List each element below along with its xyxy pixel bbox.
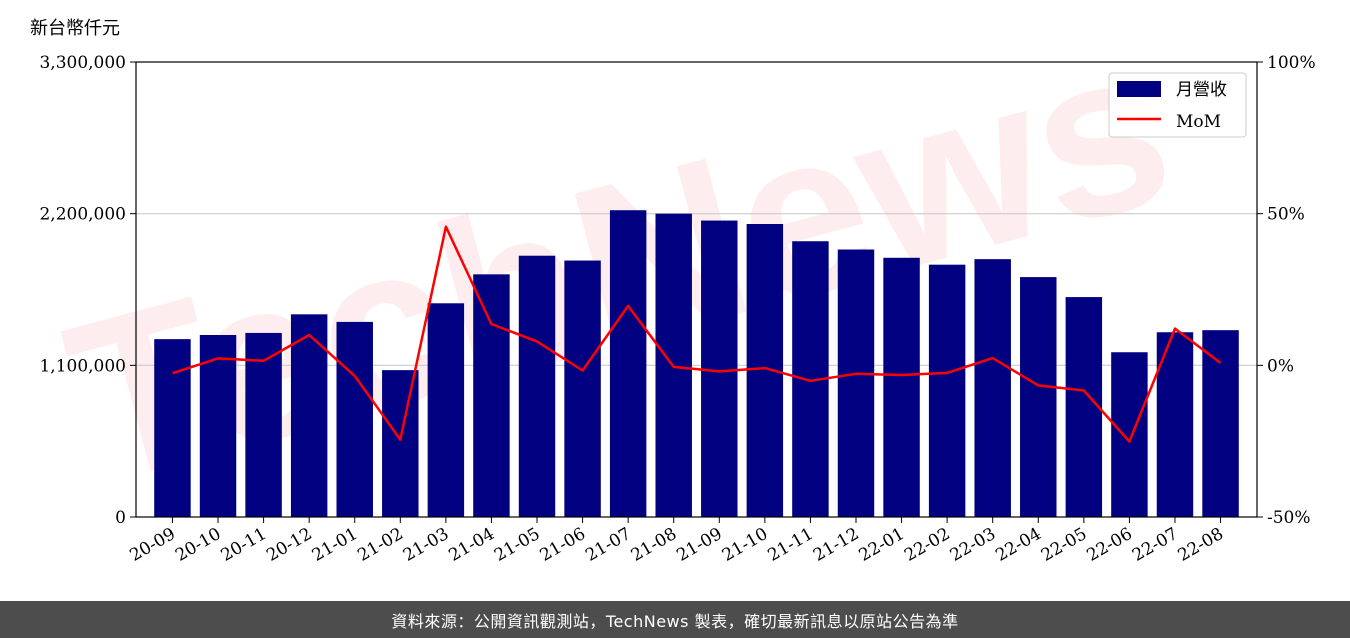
x-axis: 20-0920-1020-1120-1221-0121-0221-0321-04… — [127, 517, 1227, 566]
bar — [837, 249, 875, 518]
legend: 月營收 MoM — [1108, 72, 1247, 138]
bar-series — [154, 210, 1239, 518]
x-tick-label: 21-04 — [445, 524, 497, 566]
bar — [701, 220, 738, 517]
right-tick-label: 100% — [1267, 53, 1316, 73]
x-tick-label: 21-03 — [400, 524, 452, 566]
bar — [427, 303, 465, 517]
bar — [336, 321, 373, 517]
bar — [199, 335, 237, 517]
x-tick-label: 21-11 — [764, 524, 816, 566]
legend-label-mom: MoM — [1176, 112, 1221, 132]
left-tick-label: 0 — [115, 508, 126, 528]
footer-source-note: 資料來源：公開資訊觀測站，TechNews 製表，確切最新訊息以原站公告為準 — [0, 601, 1350, 638]
x-tick-label: 22-02 — [901, 524, 953, 566]
right-tick-label: 0% — [1267, 356, 1294, 376]
left-tick-label: 1,100,000 — [39, 356, 126, 376]
bar — [928, 264, 966, 517]
bar — [883, 257, 920, 517]
mom-line-series — [172, 225, 1222, 443]
x-tick-label: 21-09 — [673, 524, 725, 566]
x-tick-label: 20-09 — [127, 524, 179, 566]
x-tick-label: 20-12 — [263, 524, 315, 566]
bar — [609, 210, 647, 517]
bar — [1020, 277, 1057, 517]
x-tick-label: 21-08 — [628, 524, 680, 566]
x-tick-label: 22-05 — [1038, 524, 1090, 566]
bar — [245, 332, 282, 517]
x-tick-label: 21-02 — [354, 524, 406, 566]
bar — [518, 255, 556, 517]
x-tick-label: 22-08 — [1175, 524, 1227, 566]
bar — [1202, 330, 1239, 517]
left-tick-label: 2,200,000 — [39, 205, 126, 225]
x-tick-label: 22-03 — [947, 524, 999, 566]
bar — [1065, 297, 1103, 517]
bar — [382, 370, 419, 517]
legend-label-revenue: 月營收 — [1176, 80, 1227, 100]
bar — [473, 274, 510, 517]
x-tick-label: 22-06 — [1083, 524, 1135, 566]
left-y-axis: 0 1,100,000 2,200,000 3,300,000 — [39, 53, 136, 528]
bar — [290, 314, 328, 517]
x-tick-label: 20-10 — [172, 524, 224, 566]
y-axis-unit-label: 新台幣仟元 — [30, 18, 120, 39]
bar — [1111, 352, 1148, 517]
x-tick-label: 22-01 — [856, 524, 908, 566]
legend-bar-swatch — [1117, 81, 1161, 97]
x-tick-label: 21-07 — [582, 524, 634, 566]
x-tick-label: 21-06 — [537, 524, 589, 566]
x-tick-label: 22-07 — [1129, 524, 1181, 566]
bar — [154, 339, 191, 517]
right-y-axis: -50% 0% 50% 100% — [1257, 53, 1316, 528]
right-tick-label: -50% — [1267, 508, 1311, 528]
plot-frame — [135, 61, 1258, 518]
bar — [974, 259, 1011, 517]
x-tick-label: 21-12 — [810, 524, 862, 566]
left-tick-label: 3,300,000 — [39, 53, 126, 73]
x-tick-label: 21-05 — [491, 524, 543, 566]
x-tick-label: 21-10 — [719, 524, 771, 566]
x-tick-label: 20-11 — [218, 524, 270, 566]
x-tick-label: 21-01 — [309, 524, 361, 566]
right-tick-label: 50% — [1267, 205, 1305, 225]
mom-line — [172, 225, 1222, 443]
bar — [564, 260, 601, 517]
bar — [1156, 332, 1194, 517]
x-tick-label: 22-04 — [992, 524, 1044, 566]
